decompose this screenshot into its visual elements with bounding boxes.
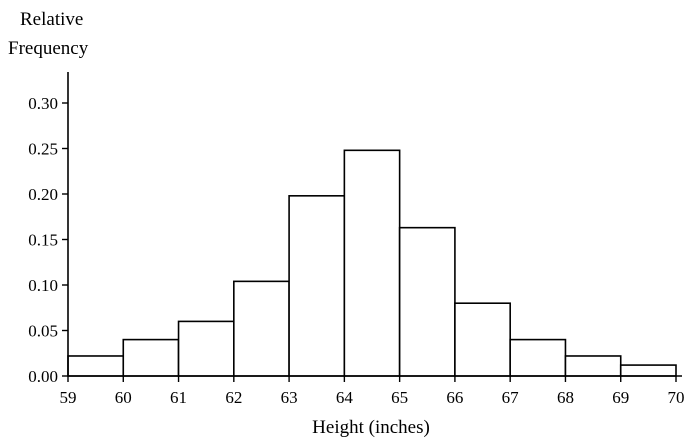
x-tick-label: 66 [446,388,463,407]
x-tick-label: 62 [225,388,242,407]
y-tick-label: 0.15 [28,231,58,250]
x-tick-label: 63 [281,388,298,407]
x-tick-label: 70 [668,388,685,407]
histogram-bar [177,320,235,377]
histogram-bar [288,195,346,377]
histogram-bar [398,226,456,377]
histogram-bar [564,355,622,377]
y-tick-label: 0.10 [28,276,58,295]
x-tick-label: 59 [60,388,77,407]
y-tick-label: 0.00 [28,367,58,386]
y-tick-label: 0.30 [28,94,58,113]
histogram-bar [619,364,677,377]
x-tick-label: 64 [336,388,354,407]
x-tick-label: 67 [502,388,520,407]
x-axis-title: Height (inches) [312,417,430,438]
y-tick-label: 0.05 [28,322,58,341]
y-tick-label: 0.25 [28,140,58,159]
axes-group [67,72,682,377]
x-ticks-group: 59 60 61 62 63 64 65 66 67 68 69 70 [60,376,685,407]
histogram-bar [509,338,567,377]
x-tick-label: 60 [115,388,132,407]
y-axis-title-line1: Relative [20,9,83,30]
histogram-bar [122,338,180,377]
histogram-bar [343,149,401,377]
bars-group [67,149,677,377]
x-tick-label: 68 [557,388,574,407]
y-tick-label: 0.20 [28,185,58,204]
x-tick-label: 65 [391,388,408,407]
histogram-bar [67,355,125,377]
histogram-bar [454,302,511,377]
x-tick-label: 69 [612,388,629,407]
y-ticks-group: 0.00 0.05 0.10 0.15 0.20 0.25 0.30 [28,94,68,386]
y-axis-title-line2: Frequency [8,38,89,59]
histogram-bar [233,280,290,377]
x-tick-label: 61 [170,388,187,407]
